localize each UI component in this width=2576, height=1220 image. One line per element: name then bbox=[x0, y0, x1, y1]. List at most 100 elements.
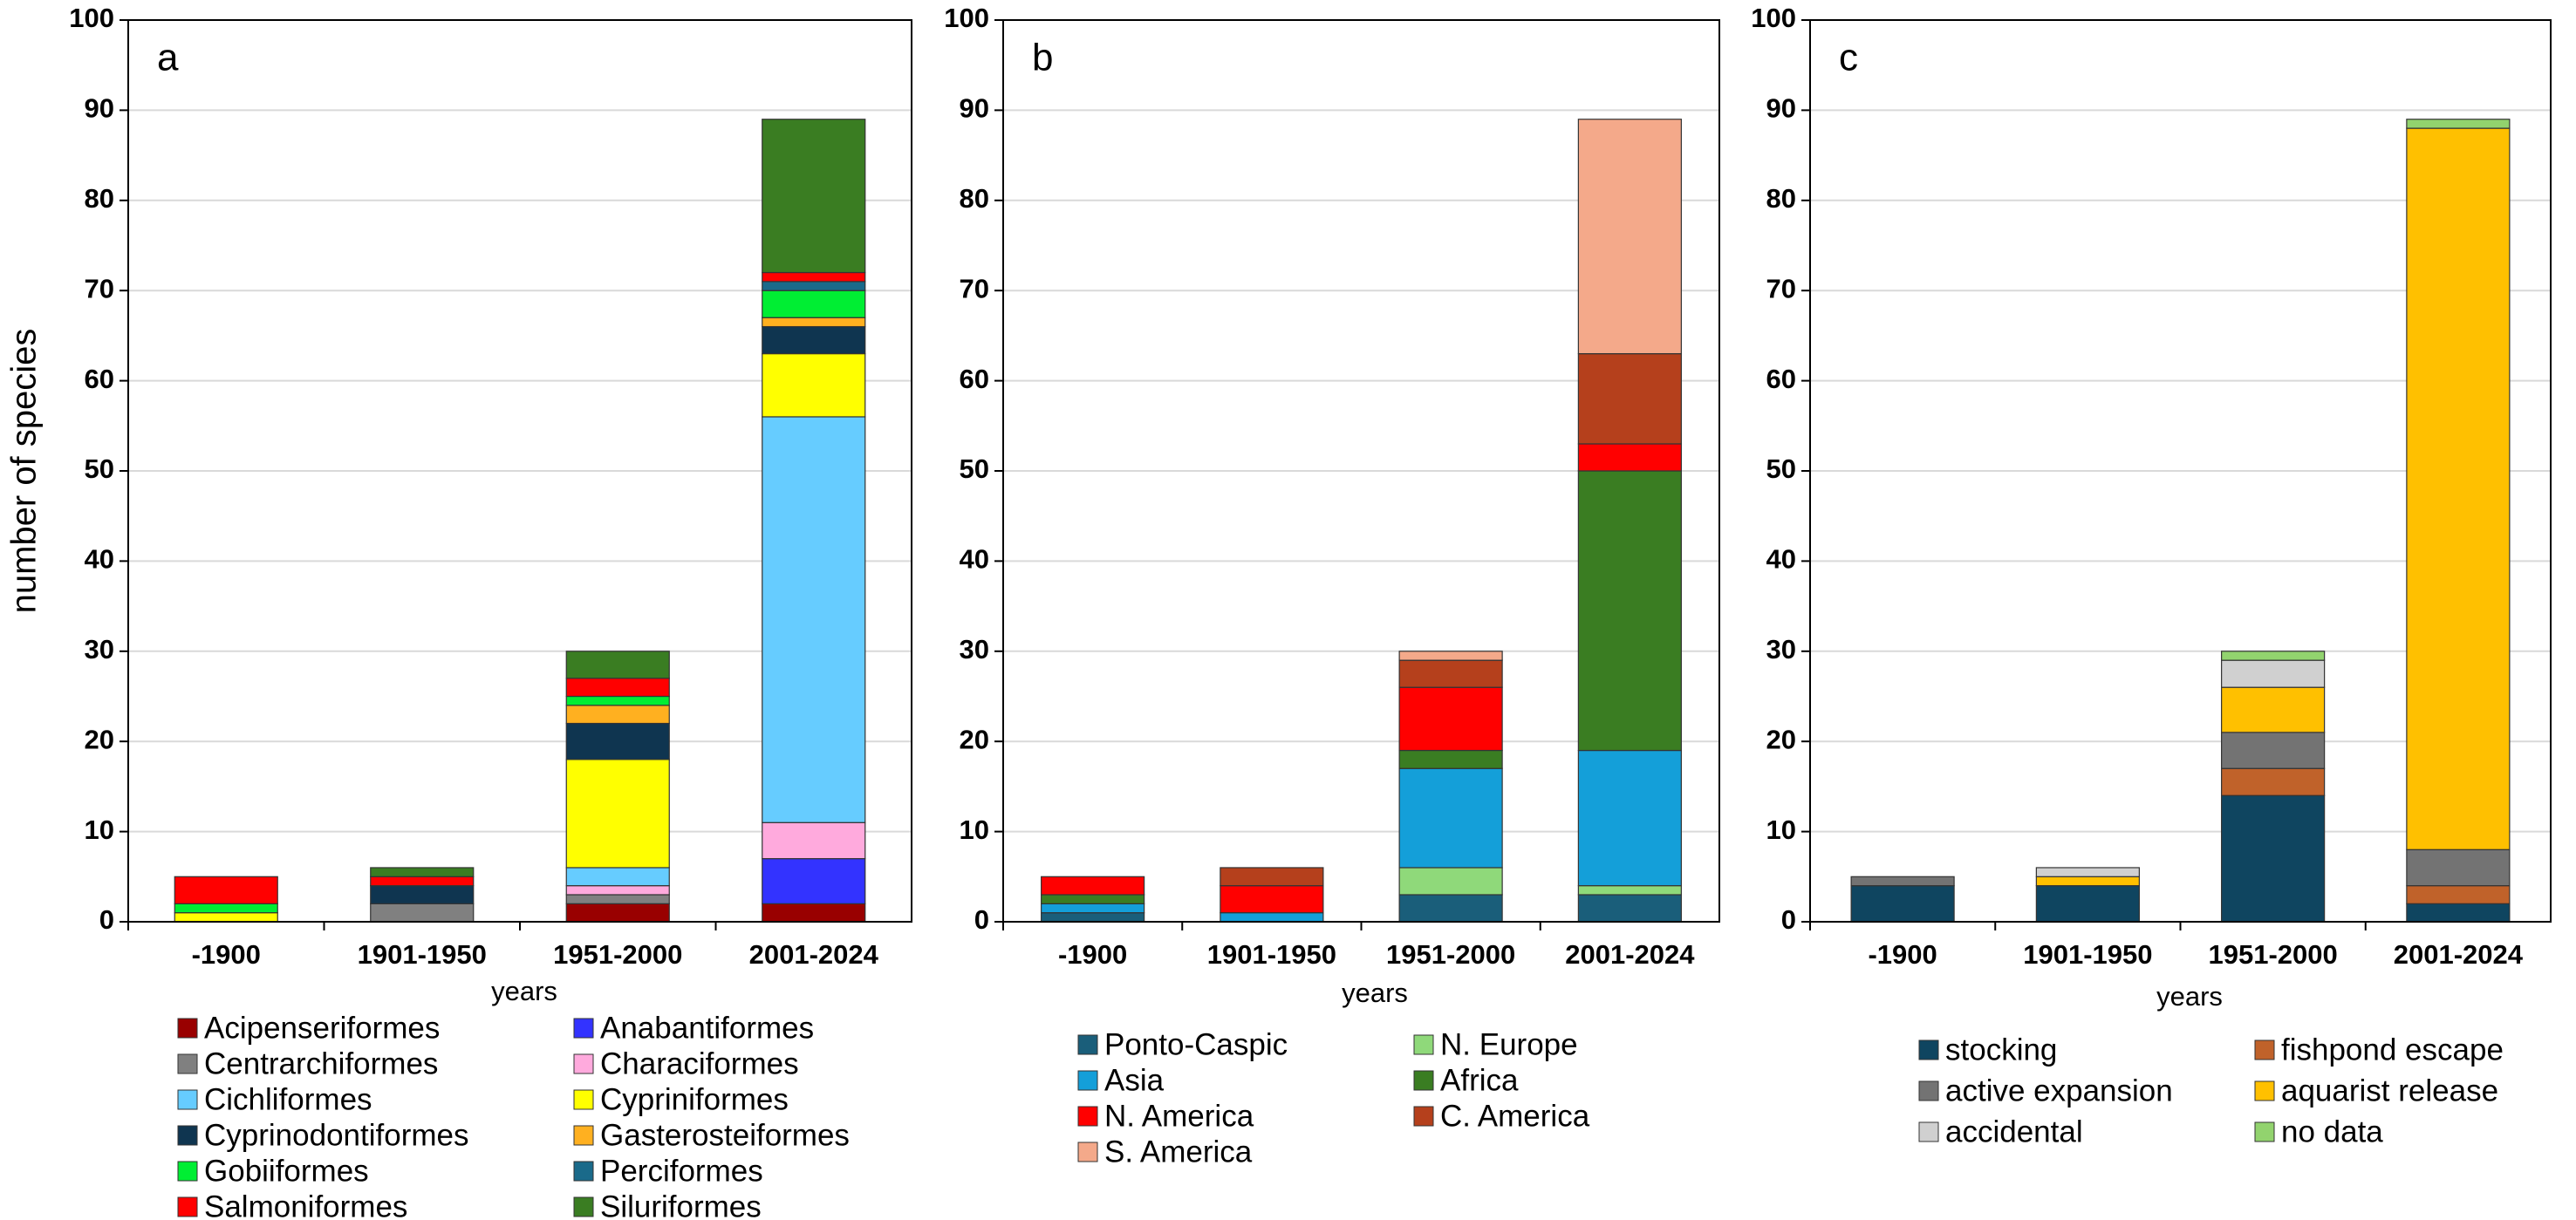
bar-segment bbox=[2221, 732, 2326, 769]
bar-segment bbox=[762, 821, 866, 860]
legend-swatch bbox=[1077, 1106, 1098, 1127]
y-tick-label: 40 bbox=[85, 544, 114, 575]
legend-swatch bbox=[573, 1161, 594, 1182]
legend-swatch bbox=[1077, 1034, 1098, 1055]
bar-segment bbox=[762, 903, 866, 923]
y-tick-label: 10 bbox=[85, 814, 114, 845]
bar-segment bbox=[762, 290, 866, 318]
legend-swatch bbox=[1077, 1070, 1098, 1091]
bar-segment bbox=[565, 705, 670, 725]
y-tick-label: 80 bbox=[85, 183, 114, 214]
x-tick-label: 2001-2024 bbox=[2394, 939, 2524, 970]
y-tick-label: 90 bbox=[960, 93, 989, 124]
bar-segment bbox=[1577, 443, 1682, 472]
legend-swatch bbox=[177, 1125, 198, 1146]
bar-segment bbox=[762, 858, 866, 904]
y-tick-label: 30 bbox=[1766, 634, 1796, 665]
y-tick-label: 10 bbox=[1766, 814, 1796, 845]
legend-swatch bbox=[2254, 1039, 2275, 1060]
bar-segment bbox=[1220, 867, 1324, 887]
legend-label: Anabantiformes bbox=[600, 1011, 814, 1045]
y-tick-label: 50 bbox=[1766, 453, 1796, 484]
bar-segment bbox=[2406, 903, 2511, 923]
bar-segment bbox=[1398, 894, 1503, 923]
y-axis-label: number of species bbox=[5, 329, 44, 614]
bar-segment bbox=[2035, 876, 2140, 887]
bar-segment bbox=[1220, 912, 1324, 923]
legend-label: Centrarchiformes bbox=[204, 1046, 438, 1080]
legend-label: S. America bbox=[1104, 1135, 1253, 1169]
x-tick-label: 1951-2000 bbox=[2209, 939, 2338, 970]
legend-label: Siluriformes bbox=[600, 1189, 762, 1220]
bar-segment bbox=[174, 903, 278, 914]
y-tick-label: 0 bbox=[99, 904, 114, 935]
bar-segment bbox=[370, 885, 475, 904]
bar-segment bbox=[1398, 686, 1503, 752]
bar-segment bbox=[762, 271, 866, 283]
legend-swatch bbox=[573, 1125, 594, 1146]
bar-segment bbox=[762, 317, 866, 328]
bar-segment bbox=[2035, 885, 2140, 923]
bar-segment bbox=[1577, 470, 1682, 752]
legend-swatch bbox=[1918, 1039, 1939, 1060]
bar-segment bbox=[565, 678, 670, 698]
legend-label: Characiformes bbox=[600, 1046, 799, 1080]
bar-segment bbox=[1041, 903, 1145, 914]
legend-label: N. America bbox=[1104, 1099, 1254, 1133]
bar-segment bbox=[1850, 876, 1955, 887]
legend-label: C. America bbox=[1440, 1099, 1590, 1133]
plot-frame bbox=[1002, 19, 1720, 923]
y-tick-label: 90 bbox=[85, 93, 114, 124]
plot-frame bbox=[127, 19, 912, 923]
y-tick-label: 70 bbox=[1766, 273, 1796, 303]
legend-swatch bbox=[573, 1018, 594, 1039]
legend-swatch bbox=[177, 1196, 198, 1217]
legend-label: Cypriniformes bbox=[600, 1082, 789, 1116]
bar-segment bbox=[565, 894, 670, 904]
bar-segment bbox=[565, 695, 670, 706]
bar-segment bbox=[2406, 849, 2511, 887]
bar-segment bbox=[370, 867, 475, 877]
bar-segment bbox=[1577, 885, 1682, 896]
legend-swatch bbox=[1077, 1142, 1098, 1162]
y-tick-label: 80 bbox=[960, 183, 989, 214]
x-tick-label: -1900 bbox=[1868, 939, 1937, 970]
legend-swatch bbox=[1413, 1034, 1434, 1055]
y-tick-label: 10 bbox=[960, 814, 989, 845]
bar-segment bbox=[762, 352, 866, 418]
legend-swatch bbox=[1413, 1070, 1434, 1091]
bar-segment bbox=[2035, 867, 2140, 877]
bar-segment bbox=[1398, 659, 1503, 688]
bar-segment bbox=[565, 885, 670, 896]
y-tick-label: 40 bbox=[960, 544, 989, 575]
bar-segment bbox=[2221, 651, 2326, 661]
plot-frame bbox=[1809, 19, 2552, 923]
bar-segment bbox=[762, 281, 866, 291]
x-tick-label: 1951-2000 bbox=[1386, 939, 1515, 970]
legend-label: Asia bbox=[1104, 1063, 1165, 1097]
legend-swatch bbox=[573, 1196, 594, 1217]
legend-swatch bbox=[177, 1053, 198, 1074]
x-axis-label: years bbox=[2156, 981, 2223, 1012]
y-tick-label: 60 bbox=[85, 364, 114, 394]
panel-label: b bbox=[1032, 37, 1053, 79]
bar-segment bbox=[174, 912, 278, 923]
legend-swatch bbox=[2254, 1080, 2275, 1101]
legend-label: accidental bbox=[1945, 1114, 2083, 1148]
bar-segment bbox=[1220, 885, 1324, 914]
y-tick-label: 90 bbox=[1766, 93, 1796, 124]
y-tick-label: 100 bbox=[944, 3, 989, 33]
legend-label: Gasterosteiformes bbox=[600, 1118, 850, 1152]
y-tick-label: 60 bbox=[960, 364, 989, 394]
y-tick-label: 20 bbox=[1766, 724, 1796, 754]
y-tick-label: 50 bbox=[85, 453, 114, 484]
legend-label: Salmoniformes bbox=[204, 1189, 407, 1220]
bar-segment bbox=[1577, 352, 1682, 445]
x-tick-label: 1901-1950 bbox=[2023, 939, 2152, 970]
bar-segment bbox=[2406, 119, 2511, 129]
legend-label: Ponto-Caspic bbox=[1104, 1027, 1288, 1061]
legend-label: Acipenseriformes bbox=[204, 1011, 440, 1045]
y-tick-label: 30 bbox=[960, 634, 989, 665]
bar-segment bbox=[565, 903, 670, 923]
y-tick-label: 0 bbox=[974, 904, 989, 935]
